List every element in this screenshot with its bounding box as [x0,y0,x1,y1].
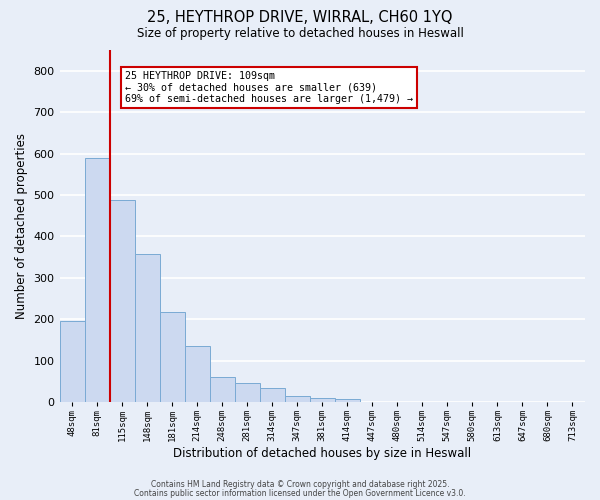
Y-axis label: Number of detached properties: Number of detached properties [15,133,28,319]
Bar [59,320,85,402]
Bar [160,312,185,402]
Text: 25 HEYTHROP DRIVE: 109sqm
← 30% of detached houses are smaller (639)
69% of semi: 25 HEYTHROP DRIVE: 109sqm ← 30% of detac… [125,70,413,104]
Text: Size of property relative to detached houses in Heswall: Size of property relative to detached ho… [137,28,463,40]
Bar [209,376,235,402]
Bar [185,346,209,402]
Bar [110,200,134,402]
Bar [235,383,260,402]
X-axis label: Distribution of detached houses by size in Heswall: Distribution of detached houses by size … [173,447,472,460]
Text: Contains HM Land Registry data © Crown copyright and database right 2025.: Contains HM Land Registry data © Crown c… [151,480,449,489]
Bar [85,158,110,402]
Bar [260,388,285,402]
Bar [285,396,310,402]
Text: Contains public sector information licensed under the Open Government Licence v3: Contains public sector information licen… [134,488,466,498]
Text: 25, HEYTHROP DRIVE, WIRRAL, CH60 1YQ: 25, HEYTHROP DRIVE, WIRRAL, CH60 1YQ [147,10,453,25]
Bar [134,254,160,402]
Bar [335,399,360,402]
Bar [310,398,335,402]
